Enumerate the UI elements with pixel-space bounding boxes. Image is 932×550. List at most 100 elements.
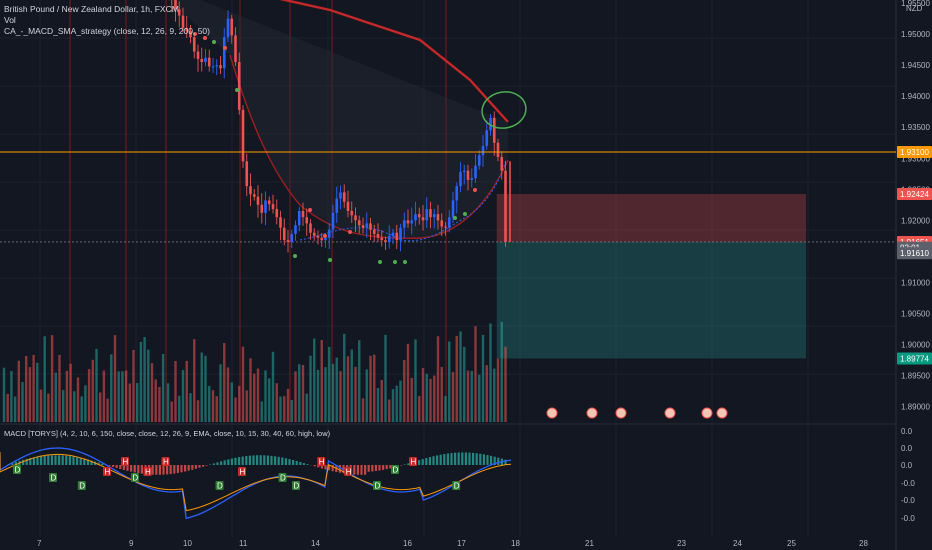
macd-histogram-bar [284,458,287,465]
volume-bar [283,396,286,422]
macd-histogram-bar [266,455,269,465]
time-tick-label: 16 [403,539,412,548]
price-axis[interactable]: 1.95500 1.95000 1.94500 1.94000 1.93500 1.930… [897,0,932,411]
macd-histogram-bar [97,462,100,465]
macd-histogram-bar [40,456,43,465]
macd-histogram-bar [202,465,205,467]
candle-body [391,232,395,236]
macd-signal-letter: D [294,482,300,491]
macd-histogram-bar [486,455,489,465]
time-tick-label: 23 [677,539,686,548]
price-tag-bg [897,187,932,200]
volume-bar [249,358,252,422]
volume-bar [95,348,98,422]
candle-body [211,66,215,68]
candle-body [496,142,500,158]
volume-bar [10,370,13,422]
volume-bar [264,370,267,422]
candle-body [504,170,507,243]
macd-signal-badge [391,465,399,474]
event-icons[interactable] [546,407,728,419]
macd-histogram-bar [288,459,291,465]
candle-body [350,211,354,216]
volume-bar [433,375,436,422]
candle-body [305,217,309,224]
volume-indicator-label[interactable]: Vol [4,15,16,25]
macd-histogram-bar [68,456,71,465]
strategy-markers [193,32,527,264]
time-tick-label: 25 [787,539,796,548]
volume-bar [331,363,335,422]
candle-body [297,211,301,226]
macd-histogram-bar [50,455,53,465]
candle-body [357,220,361,226]
candle-body [260,204,264,213]
volume-bar [102,370,106,422]
macd-histogram-bar [371,465,374,472]
candle-body [312,232,316,236]
macd-histogram-bar [374,465,377,472]
candle-body [256,196,260,205]
volume-bar [373,354,376,422]
volume-bar [226,367,230,422]
currency-label: NZD [906,4,923,13]
volume-bar [147,349,150,422]
volume-bar [139,341,143,422]
volume-bar [286,388,290,422]
volume-bar [448,341,451,422]
macd-histogram-bar [248,455,251,465]
volume-bar [496,358,500,422]
time-axis[interactable]: 7 9 10 11 14 16 17 18 21 23 24 25 28 [37,539,868,548]
macd-histogram-bar [234,457,237,465]
volume-bar [339,371,342,422]
signal-dot [463,212,467,216]
macd-histogram-bar [115,465,118,468]
candle-body [275,209,279,218]
candle-body [489,117,492,131]
candle-body [387,235,391,243]
strategy-indicator-label[interactable]: CA_-_MACD_SMA_strategy (close, 12, 26, 9… [4,26,210,36]
event-icon [716,407,728,419]
short-position-zone[interactable] [0,193,896,359]
candles [171,0,507,253]
highlight-circle [481,91,527,129]
volume-bar [320,339,323,422]
volume-bar [219,364,222,422]
macd-signal-letter: D [393,466,399,475]
volume-bar [275,383,278,422]
time-tick-label: 28 [859,539,868,548]
volume-bar [215,396,218,422]
volume-bar [493,368,496,422]
macd-histogram-bar [328,465,331,471]
volume-bar [245,390,248,422]
volume-bar [489,323,492,422]
candle-body [421,217,425,221]
macd-indicator-label[interactable]: MACD [TORYS] (4, 2, 10, 6, 150, close, c… [4,429,331,438]
macd-histogram-bar [302,463,305,465]
macd-signal-letter: H [145,468,151,477]
horizontal-line[interactable] [0,151,896,242]
candle-body [380,237,384,241]
macd-histogram-bar [428,457,431,465]
volume-bar [316,369,320,422]
volume-bar [350,349,353,422]
macd-histogram-bar [256,455,259,465]
candle-body [485,130,489,146]
macd-signal-badge [238,467,246,476]
price-tick-label: 1.95500 [901,0,930,8]
volume-bar [478,374,481,422]
macd-histogram-bar [457,452,460,465]
time-tick-label: 9 [129,539,134,548]
macd-signal-letter: D [280,474,286,483]
volume-bar [343,333,346,422]
macd-histogram-bar [378,465,381,471]
price-tag-bg [897,146,932,159]
volume-bar [91,359,94,422]
signal-dot [328,258,332,262]
macd-histogram-bar [338,465,341,473]
macd-histogram-bar [238,457,241,465]
candle-body [470,178,474,180]
macd-histogram-bar [493,456,496,465]
symbol-title[interactable]: British Pound / New Zealand Dollar, 1h, … [4,4,179,14]
